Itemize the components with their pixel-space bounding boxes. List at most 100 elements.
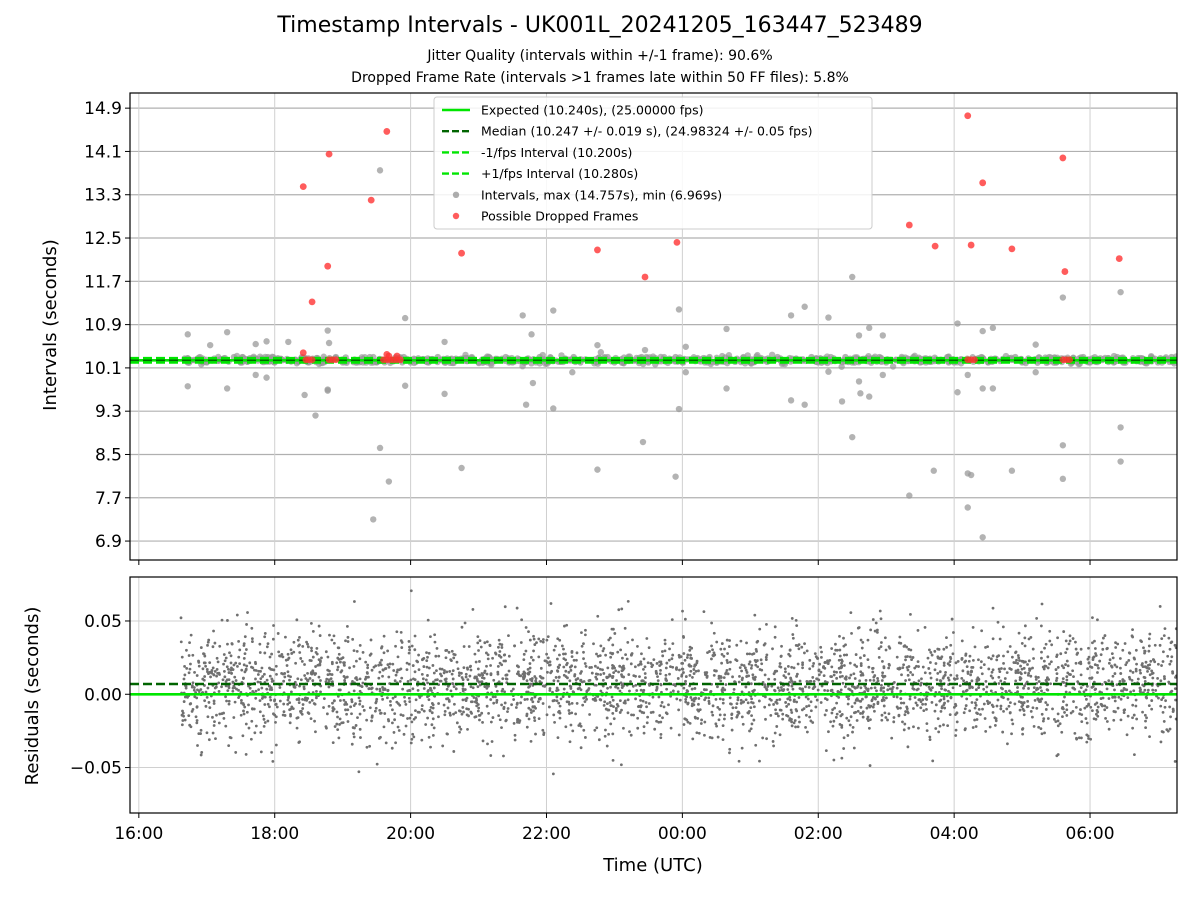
residual-point: [1129, 690, 1133, 694]
residual-point: [1080, 720, 1084, 724]
residual-point: [842, 747, 846, 750]
residual-point: [518, 719, 522, 723]
residual-point: [670, 657, 674, 661]
residual-point: [969, 673, 972, 677]
residual-point: [258, 642, 262, 646]
residual-point: [185, 666, 189, 670]
residual-point: [730, 716, 734, 720]
residual-point: [273, 699, 276, 703]
residual-point: [826, 661, 830, 665]
residual-point: [633, 665, 637, 669]
residual-point: [404, 702, 408, 706]
residual-point: [285, 664, 289, 667]
residual-point: [887, 712, 891, 716]
residual-point: [838, 654, 842, 658]
residual-point: [1147, 644, 1151, 648]
residual-point: [530, 677, 534, 680]
residual-point: [431, 664, 435, 667]
residual-point: [618, 664, 622, 668]
residual-point: [332, 634, 336, 638]
residual-point: [685, 718, 689, 722]
residual-point: [916, 628, 920, 632]
residual-point: [950, 617, 954, 621]
residual-point: [1009, 701, 1012, 705]
residual-point: [611, 643, 615, 647]
residual-point: [824, 749, 828, 753]
residual-point: [739, 698, 743, 702]
residual-point: [197, 732, 201, 736]
residual-point: [298, 651, 302, 654]
residual-point: [1122, 711, 1126, 714]
residual-point: [324, 680, 328, 684]
residual-point: [1079, 647, 1083, 651]
residual-point: [936, 671, 940, 675]
residual-point: [1019, 695, 1023, 699]
residual-point: [1125, 733, 1129, 737]
residual-point: [1008, 711, 1012, 714]
residual-point: [883, 711, 887, 715]
residual-point: [933, 668, 937, 672]
residual-point: [1017, 700, 1021, 704]
residual-point: [1110, 652, 1114, 656]
residual-point: [735, 643, 739, 647]
residual-point: [180, 655, 184, 659]
residual-point: [631, 684, 635, 688]
residual-point: [425, 651, 428, 655]
residual-point: [797, 647, 801, 651]
residual-point: [880, 683, 883, 687]
residual-point: [782, 674, 786, 678]
residual-point: [859, 686, 863, 690]
residual-point: [268, 674, 272, 678]
residual-point: [510, 703, 513, 707]
residual-point: [809, 719, 813, 723]
residual-point: [197, 661, 201, 664]
residual-point: [646, 715, 650, 719]
intervals-data-area: [130, 112, 1177, 541]
residual-point: [251, 640, 254, 643]
residual-point: [1150, 699, 1154, 702]
residual-point: [289, 714, 292, 718]
residual-point: [1021, 732, 1025, 736]
interval-point: [979, 534, 986, 541]
residual-point: [737, 680, 741, 684]
residual-point: [980, 672, 984, 676]
residual-point: [414, 698, 418, 702]
residual-point: [988, 725, 992, 729]
residual-point: [990, 703, 994, 707]
residual-point: [850, 631, 853, 635]
residual-point: [473, 700, 477, 704]
residual-point: [693, 687, 697, 690]
residual-point: [227, 684, 231, 688]
residual-point: [1134, 648, 1138, 652]
residual-point: [614, 709, 618, 713]
residual-point: [688, 648, 692, 652]
residual-point: [952, 631, 955, 634]
residual-point: [730, 728, 734, 732]
residual-point: [876, 677, 879, 680]
residual-point: [751, 690, 755, 694]
residual-point: [337, 657, 341, 661]
residual-point: [863, 690, 867, 694]
residual-point: [183, 718, 187, 722]
residual-point: [745, 652, 749, 656]
residual-point: [558, 638, 562, 642]
residual-point: [664, 673, 668, 677]
residual-point: [1032, 686, 1036, 689]
residual-point: [1020, 701, 1024, 705]
residual-point: [402, 732, 406, 736]
residual-point: [476, 685, 480, 689]
residual-point: [394, 644, 397, 648]
residual-point: [1146, 663, 1150, 667]
residual-point: [721, 724, 725, 728]
residual-point: [928, 738, 932, 742]
residual-point: [570, 655, 574, 659]
residual-point: [225, 665, 229, 669]
residual-point: [773, 635, 777, 639]
interval-point: [1117, 458, 1124, 465]
residual-point: [368, 706, 372, 710]
residual-point: [328, 672, 332, 676]
residual-point: [1040, 689, 1043, 693]
residual-point: [825, 698, 829, 702]
residual-point: [746, 701, 750, 705]
